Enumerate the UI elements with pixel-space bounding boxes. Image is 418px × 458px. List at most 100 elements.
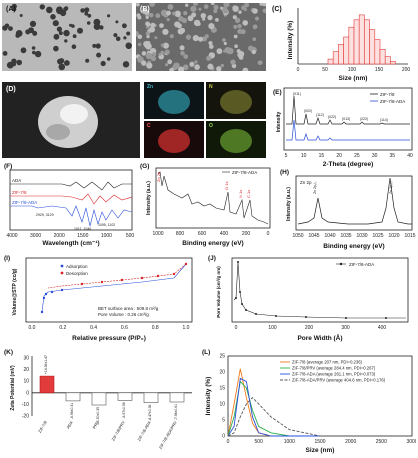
sem-particle xyxy=(169,67,174,71)
x-tick-label: 1040 xyxy=(324,233,335,239)
sem-particle xyxy=(237,24,242,29)
tem-particle xyxy=(8,26,13,31)
x-tick-label: 0 xyxy=(297,67,300,73)
pore-point xyxy=(245,309,247,311)
tem-particle xyxy=(31,46,36,50)
sem-particle xyxy=(192,35,199,42)
sem-particle xyxy=(150,22,156,28)
sem-particle xyxy=(262,3,266,7)
tem-particle xyxy=(92,43,97,48)
tem-particle xyxy=(63,6,68,12)
sem-particle xyxy=(251,49,256,55)
histogram-chart: 0 50 100 150 200 Size (nm) Intensity (%) xyxy=(287,8,410,82)
sem-particle xyxy=(206,55,212,61)
panel-j-pore-width: (J) ZIF-7/8-ADA 0 100 200 300 400 Pore Width… xyxy=(206,252,416,344)
pore-volume: Pore Volume : 0.26 cm³/g xyxy=(98,312,149,317)
sem-particle xyxy=(150,55,157,62)
desorption-point xyxy=(140,276,144,280)
y-axis-label: Volume@STP (cc/g) xyxy=(12,268,18,315)
legend-item: ZIF-7/8 xyxy=(380,92,395,97)
sem-particle xyxy=(178,66,185,71)
pore-point xyxy=(305,316,307,318)
panel-g-xps-survey: (G) Zn 2p O 1s N 1s C 1s ZIF-7/8-ADA 100… xyxy=(138,160,274,248)
y-axis-label: Intensity (a.u.) xyxy=(146,181,152,215)
sem-particle xyxy=(144,42,151,49)
x-tick-label: 1045 xyxy=(308,233,319,239)
map-label: C xyxy=(147,123,151,129)
sem-particle xyxy=(142,8,148,15)
tem-particle xyxy=(46,6,53,14)
sem-particle xyxy=(182,64,189,71)
histogram-bar xyxy=(384,56,391,65)
tem-particle xyxy=(84,7,90,13)
pore-width-chart: (J) ZIF-7/8-ADA 0 100 200 300 400 Pore Width… xyxy=(208,255,409,342)
x-axis-label: Binding energy (eV) xyxy=(323,243,384,250)
sem-particle xyxy=(208,23,215,30)
x-tick-label: 1035 xyxy=(340,233,351,239)
sem-particle xyxy=(167,4,174,10)
desorption-point xyxy=(184,262,188,266)
x-tick-label: ZIF-7/8-ADA/PRV xyxy=(158,420,178,450)
sem-particle xyxy=(167,59,173,65)
histogram-bar xyxy=(353,19,360,65)
sem-particle xyxy=(174,21,181,28)
tem-particle xyxy=(87,13,92,18)
tem-particle xyxy=(93,23,101,30)
zeta-value-label: +14.36±1.47 xyxy=(44,355,48,374)
sem-particle xyxy=(232,5,239,12)
sem-particle xyxy=(146,22,151,27)
desorption-point xyxy=(100,280,104,284)
desorption-point xyxy=(172,272,176,276)
x-tick-label: 400 xyxy=(220,231,229,237)
peak-label: Zn 2p xyxy=(156,171,161,182)
tem-particle xyxy=(12,62,16,67)
desorption-point xyxy=(120,278,124,282)
panel-label: (J) xyxy=(208,255,216,262)
series-label: ZIF-7/8-ADA xyxy=(12,200,37,205)
sem-particle xyxy=(252,37,257,41)
x-tick-label: 1020 xyxy=(388,233,399,239)
sem-particle xyxy=(208,41,213,46)
sem-particle xyxy=(190,5,197,12)
sem-particle xyxy=(202,17,206,21)
peak-label: Zn 2p₃/₂ xyxy=(389,181,393,194)
sem-particle xyxy=(160,50,164,55)
panel-label: (C) xyxy=(272,6,282,13)
sem-particle xyxy=(238,10,242,14)
tem-particle xyxy=(115,36,121,42)
legend-item: ZIF-7/8 (average 207 nm, PDI=0.236) xyxy=(292,360,363,365)
sem-particle xyxy=(173,62,180,69)
sem-particle xyxy=(232,15,237,20)
dls-chart: (L) ZIF-7/8 (average 207 nm, PDI=0.236)Z… xyxy=(202,349,416,454)
peak-label: Zn 2p₁/₂ xyxy=(313,181,317,194)
tem-particle xyxy=(56,6,63,14)
x-tick-label: 15 xyxy=(319,153,325,159)
sem-particle xyxy=(137,34,143,40)
y-tick-label: -20 xyxy=(22,414,29,420)
y-tick-label: 5 xyxy=(222,418,225,424)
y-tick-label: 20 xyxy=(23,367,29,373)
xps-survey-chart: (G) Zn 2p O 1s N 1s C 1s ZIF-7/8-ADA 100… xyxy=(140,163,271,247)
x-tick-label: 10 xyxy=(301,153,307,159)
sem-particle xyxy=(233,34,238,39)
x-axis-label: Size (nm) xyxy=(339,75,368,82)
sem-particle xyxy=(262,8,266,14)
zeta-bar xyxy=(65,392,81,402)
series-label: ZIF-7/8 xyxy=(12,190,27,195)
zeta-value-label: -7.94±0.61 xyxy=(174,404,178,420)
panel-b-sem-image: (B) xyxy=(136,3,266,71)
x-tick-label: 2500 xyxy=(376,439,387,445)
x-tick-label: 300 xyxy=(341,325,350,331)
panel-label: (A) xyxy=(6,6,16,13)
tem-particle xyxy=(28,27,34,34)
peak-label: O 1s xyxy=(224,182,229,190)
x-tick-label: 25 xyxy=(354,153,360,159)
y-tick-label: 25 xyxy=(219,354,225,360)
tem-particle xyxy=(80,8,85,13)
x-tick-label: 1.0 xyxy=(183,325,190,331)
tem-particle xyxy=(122,23,127,29)
desorption-point xyxy=(80,282,84,286)
sem-particle xyxy=(233,24,238,29)
x-axis-label: Wavelength (cm⁻¹) xyxy=(42,240,99,247)
tem-particle xyxy=(19,14,23,17)
